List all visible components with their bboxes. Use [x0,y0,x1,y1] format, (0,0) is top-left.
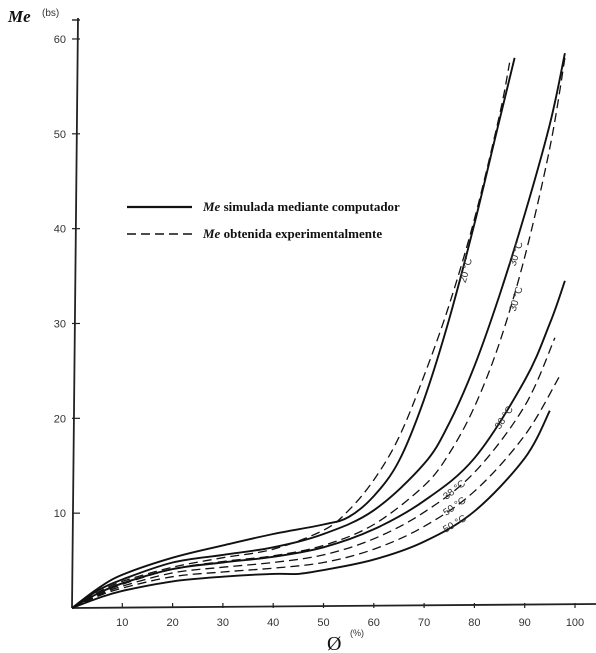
x-tick-label: 90 [519,617,531,629]
x-tick-label: 40 [267,617,279,629]
series-labels: 20 °C30 °C30 °C38 °C38 °C50 °C50 °C [441,240,525,535]
x-axis-label: Ø [327,633,341,653]
series-line-50-c-dashed [71,375,561,609]
x-tick-label: 20 [166,617,178,629]
series-label-20-c: 20 °C [458,257,475,284]
y-tick-label: 20 [54,413,66,425]
series-line-20-c-solid [71,57,516,609]
y-tick-label: 30 [54,318,66,330]
series-line-20-c-dashed [71,62,511,609]
x-tick-label: 50 [317,617,329,629]
axes [71,17,596,609]
series-line-38-c-dashed [71,337,556,609]
legend-dashed-label: obtenida experimentalmente [220,226,382,241]
series-line-50-c-solid [71,410,551,609]
legend-solid-label: simulada mediante computador [220,199,400,214]
series-label-38-c: 38 °C [493,404,516,431]
x-tick-label: 80 [468,617,480,629]
legend-dashed-prefix: Me [202,226,221,241]
y-tick-label: 40 [54,224,66,236]
y-tick-label: 60 [54,34,66,46]
x-tick-label: 60 [368,617,380,629]
x-axis-unit: (%) [350,628,364,638]
y-tick-label: 50 [54,129,66,141]
x-tick-label: 100 [566,617,584,629]
x-tick-label: 70 [418,617,430,629]
legend-solid-prefix: Me [202,199,221,214]
legend-dashed-entry: Me obtenida experimentalmente [202,226,382,241]
series-line-30-c-solid [71,53,566,609]
series-label-30-c: 30 °C [508,240,526,267]
x-tick-label: 30 [217,617,229,629]
y-tick-label: 10 [54,508,66,520]
series-line-38-c-solid [71,280,566,609]
y-axis-unit: (bs) [42,8,59,19]
ticks: 10 20 30 40 50 60 70 80 90 100 10 20 30 40 50 60 [54,34,584,629]
legend-solid-entry: Me simulada mediante computador [202,199,400,214]
y-axis [71,17,79,609]
y-axis-label: Me [7,7,31,26]
legend: Me simulada mediante computador Me obten… [127,199,400,241]
series-group [71,53,566,609]
x-tick-label: 10 [116,617,128,629]
x-axis [71,603,596,609]
series-label-30-c: 30 °C [508,285,526,312]
